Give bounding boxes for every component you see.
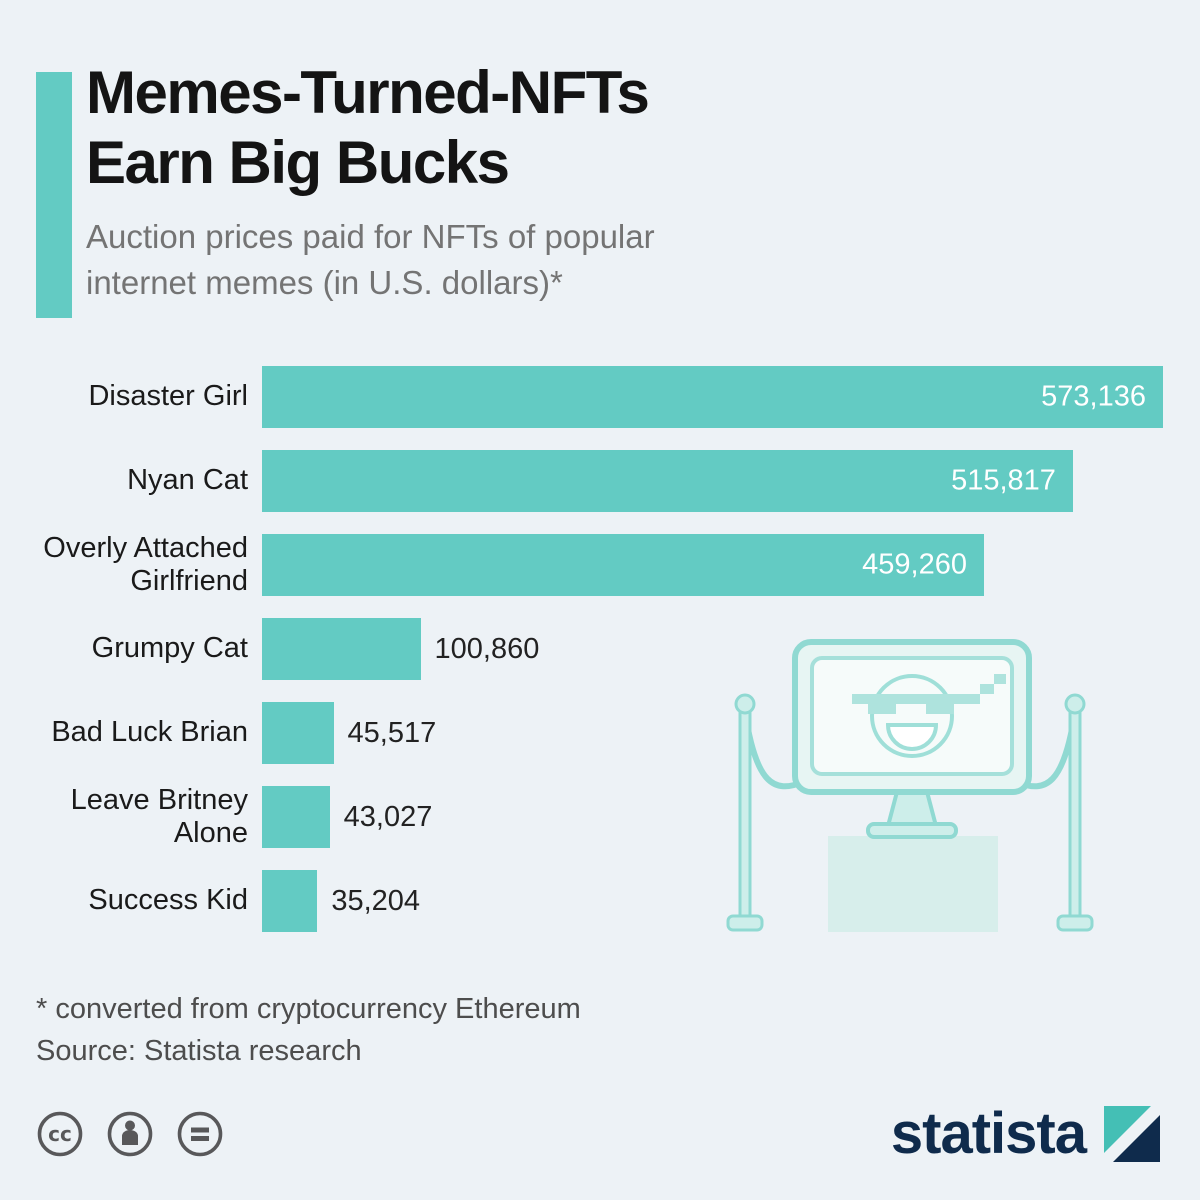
title-accent-bar bbox=[36, 72, 72, 318]
svg-text:cc: cc bbox=[48, 1122, 72, 1146]
bar-chart: Disaster Girl 573,136 Nyan Cat 515,817 Overl… bbox=[0, 366, 1163, 954]
stanchion-right bbox=[1056, 693, 1094, 932]
bar bbox=[262, 702, 334, 764]
bar bbox=[262, 618, 421, 680]
bar-row: Nyan Cat 515,817 bbox=[0, 450, 1163, 512]
pedestal bbox=[828, 836, 998, 932]
bar-track: 100,860 bbox=[262, 618, 1163, 680]
license-icons: cc bbox=[36, 1110, 224, 1158]
bar-value-label: 100,860 bbox=[434, 632, 540, 665]
bar-category-label: Overly Attached Girlfriend bbox=[43, 531, 248, 597]
bar-row: Disaster Girl 573,136 bbox=[0, 366, 1163, 428]
statista-logo-mark-icon bbox=[1104, 1106, 1160, 1162]
subtitle-line-1: Auction prices paid for NFTs of popular bbox=[86, 218, 655, 256]
title-line-1: Memes-Turned-NFTs bbox=[86, 59, 650, 126]
meme-smile bbox=[885, 723, 939, 751]
subtitle-line-2: internet memes (in U.S. dollars)* bbox=[86, 263, 563, 301]
bar-track: 35,204 bbox=[262, 870, 1163, 932]
bar-row: Leave Britney Alone 43,027 bbox=[0, 783, 1163, 849]
stanchion-left bbox=[726, 693, 764, 932]
bar-track: 573,136 bbox=[262, 366, 1163, 428]
monitor-screen bbox=[810, 656, 1014, 776]
chart-subtitle: Auction prices paid for NFTs of popular i… bbox=[86, 214, 1136, 305]
bar-category-label: Nyan Cat bbox=[127, 464, 248, 497]
meme-face bbox=[870, 674, 954, 758]
bar bbox=[262, 870, 318, 932]
statista-logo[interactable]: statista bbox=[891, 1105, 1160, 1163]
attribution-icon[interactable] bbox=[106, 1110, 154, 1158]
bar-row: Grumpy Cat 100,860 bbox=[0, 618, 1163, 680]
bar bbox=[262, 786, 330, 848]
bar: 573,136 bbox=[262, 366, 1163, 428]
bar-value-label: 35,204 bbox=[331, 884, 421, 917]
statista-wordmark: statista bbox=[890, 1101, 1087, 1166]
bar-value-label: 43,027 bbox=[343, 800, 433, 833]
meme-monitor-illustration bbox=[726, 639, 1094, 932]
bar-track: 459,260 bbox=[262, 534, 1163, 596]
bar-value-label: 573,136 bbox=[1041, 380, 1146, 413]
bar-category-label: Grumpy Cat bbox=[91, 632, 248, 665]
bar-value-label: 459,260 bbox=[862, 548, 967, 581]
footer: cc statista bbox=[36, 1104, 1160, 1164]
cc-icon[interactable]: cc bbox=[36, 1110, 84, 1158]
bar-row: Overly Attached Girlfriend 459,260 bbox=[0, 531, 1163, 597]
pixel-sunglasses-icon bbox=[852, 674, 1006, 714]
bar-row: Success Kid 35,204 bbox=[0, 870, 1163, 932]
bar-value-label: 45,517 bbox=[347, 716, 437, 749]
source-line: Source: Statista research bbox=[36, 1035, 362, 1068]
monitor-stand-base bbox=[866, 822, 958, 839]
title-line-2: Earn Big Bucks bbox=[86, 129, 510, 197]
bar-track: 515,817 bbox=[262, 450, 1163, 512]
bar: 515,817 bbox=[262, 450, 1073, 512]
bar-track: 43,027 bbox=[262, 786, 1163, 848]
bar-track: 45,517 bbox=[262, 702, 1163, 764]
bar-category-label: Success Kid bbox=[88, 884, 248, 917]
page-title: Memes-Turned-NFTs Earn Big Bucks bbox=[86, 58, 1136, 198]
header: Memes-Turned-NFTs Earn Big Bucks Auction … bbox=[86, 58, 1136, 305]
footnote: * converted from cryptocurrency Ethereum bbox=[36, 993, 581, 1025]
bar-value-label: 515,817 bbox=[951, 464, 1056, 497]
equal-icon[interactable] bbox=[176, 1110, 224, 1158]
bar-category-label: Bad Luck Brian bbox=[51, 716, 248, 749]
footnote-block: * converted from cryptocurrency Ethereum… bbox=[36, 988, 581, 1072]
bar-row: Bad Luck Brian 45,517 bbox=[0, 702, 1163, 764]
bar: 459,260 bbox=[262, 534, 984, 596]
bar-category-label: Leave Britney Alone bbox=[70, 783, 248, 849]
bar-category-label: Disaster Girl bbox=[88, 380, 248, 413]
